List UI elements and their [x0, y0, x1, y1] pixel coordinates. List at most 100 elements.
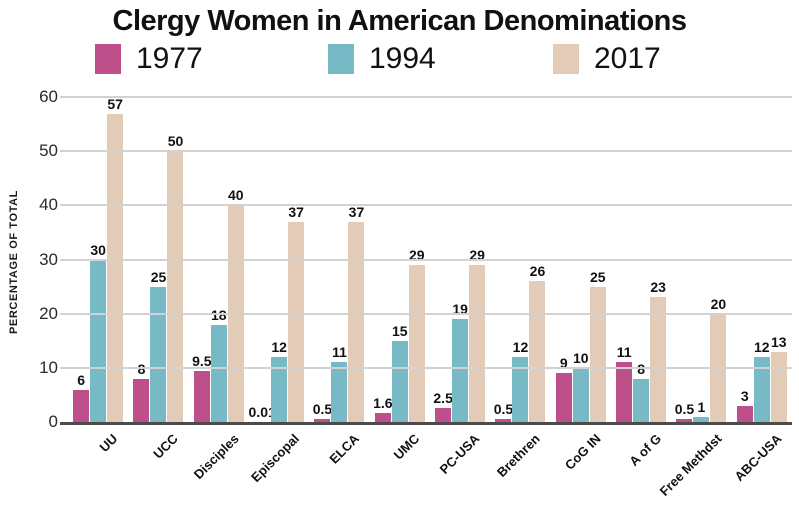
- y-tick-label: 0: [48, 412, 58, 431]
- bar-value-label: 2.5: [433, 390, 453, 407]
- bar-value-label: 23: [650, 279, 666, 296]
- bar-column: 50: [167, 97, 184, 422]
- bar-group: 8 25 50: [128, 97, 188, 422]
- bar-group: 9 10 25: [551, 97, 611, 422]
- bar: [650, 297, 667, 422]
- bar-value-label: 12: [512, 339, 529, 355]
- bar: [770, 351, 787, 422]
- bar: [374, 413, 391, 422]
- bar-group: 2.5 19 29: [430, 97, 490, 422]
- bar-column: 26: [529, 97, 546, 422]
- bar-column: 2.5: [433, 97, 453, 422]
- bar-column: 57: [107, 96, 124, 422]
- bar-column: 15: [391, 97, 408, 422]
- y-tick-label: 50: [39, 141, 58, 161]
- bar-value-label: 0.5: [312, 401, 333, 418]
- gridline: [60, 204, 792, 207]
- y-tick-label: 40: [39, 195, 58, 215]
- bar-value-label: 1: [697, 398, 706, 415]
- bar-column: 10: [572, 97, 589, 422]
- bar-value-label: 12: [271, 339, 287, 355]
- bar: [512, 357, 529, 422]
- bar-value-label: 11: [616, 344, 632, 361]
- bar-group: 0.5 11 37: [309, 97, 369, 422]
- bar-value-label: 10: [572, 349, 589, 366]
- bar-column: 9: [555, 97, 572, 422]
- bar-column: 9.5: [192, 97, 212, 422]
- bar-value-label: 50: [167, 133, 184, 150]
- legend-item: 2017: [553, 44, 661, 74]
- x-axis-baseline: [60, 422, 68, 425]
- bar: [288, 221, 305, 422]
- bar: [133, 378, 150, 422]
- bar: [616, 362, 633, 422]
- bar-column: 12: [271, 97, 288, 422]
- bar-value-label: 30: [90, 241, 106, 258]
- gridline: [60, 150, 792, 153]
- bar-column: 25: [589, 97, 606, 422]
- bar-column: 12: [753, 97, 770, 422]
- bar: [452, 319, 469, 422]
- bar-column: 0.5: [493, 97, 514, 422]
- bar-value-label: 25: [589, 268, 606, 285]
- bar-column: 37: [348, 97, 365, 422]
- legend-label: 1994: [369, 42, 436, 75]
- bar-column: 0.5: [312, 97, 333, 422]
- bar: [469, 264, 486, 422]
- gridline: [60, 258, 792, 261]
- bar: [391, 340, 408, 422]
- bar: [167, 151, 184, 422]
- bar-column: 0.5: [675, 97, 694, 422]
- bar: [90, 259, 107, 422]
- y-tick-label: 30: [39, 249, 58, 269]
- bar-value-label: 29: [409, 246, 425, 263]
- y-tick-label: 10: [39, 357, 58, 377]
- bar-column: 0.01: [249, 97, 276, 422]
- bar: [736, 405, 753, 422]
- legend-swatch: [553, 44, 579, 74]
- bar-column: 11: [616, 97, 633, 422]
- bar-value-label: 57: [107, 96, 123, 112]
- bar: [408, 264, 425, 422]
- legend-label: 1977: [136, 42, 203, 75]
- bar: [210, 324, 227, 422]
- bar-column: 3: [736, 97, 753, 422]
- bar-value-label: 12: [753, 339, 770, 355]
- bar-value-label: 0.5: [493, 401, 514, 418]
- bar-value-label: 0.01: [248, 403, 276, 420]
- bar: [435, 408, 452, 422]
- bar-value-label: 40: [228, 187, 244, 204]
- bar: [676, 419, 693, 422]
- chart-title: Clergy Women in American Denominations: [112, 5, 688, 37]
- legend-label: 2017: [594, 42, 661, 75]
- bar-value-label: 3: [740, 387, 749, 404]
- y-tick-label: 60: [39, 87, 58, 106]
- gridline: [60, 312, 792, 315]
- bar-value-label: 8: [637, 361, 645, 377]
- plot-area: 63057825509.518400.0112370.511371.615292…: [60, 96, 792, 425]
- bar-column: 37: [288, 97, 305, 422]
- legend-swatch: [328, 44, 354, 74]
- bar-value-label: 20: [710, 295, 727, 312]
- bar-group: 0.5 12 26: [490, 97, 550, 422]
- bar-column: 11: [331, 97, 348, 422]
- x-axis-labels: UU UCC Disciples Episcopal ELCA UMC PC-USA Bret…: [96, 431, 785, 499]
- legend-item: 1977: [95, 44, 203, 74]
- y-tick-label: 20: [39, 303, 58, 323]
- bar: [331, 362, 348, 422]
- bar-value-label: 18: [211, 307, 227, 323]
- bar-column: 23: [650, 97, 667, 422]
- bar: [529, 281, 546, 422]
- bar-group: 3 12 13: [732, 97, 792, 422]
- legend: 1977 1994 2017: [0, 44, 799, 80]
- bar-group: 6 30 57: [68, 97, 128, 422]
- bar: [150, 286, 167, 422]
- bar-group: 0.5 1 20: [671, 97, 731, 422]
- bar-value-label: 26: [529, 263, 546, 280]
- bar-value-label: 29: [469, 246, 485, 263]
- bar-value-label: 9.5: [192, 352, 212, 369]
- bar-group: 0.01 12 37: [249, 97, 309, 422]
- gridline: [60, 96, 792, 98]
- bar: [693, 416, 710, 422]
